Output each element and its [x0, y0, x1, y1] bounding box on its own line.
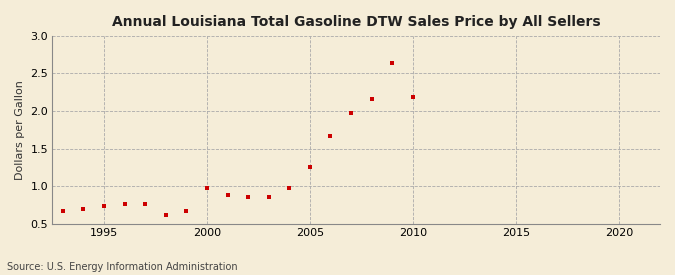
- Point: [57, 209, 68, 213]
- Point: [99, 204, 109, 208]
- Point: [346, 111, 356, 116]
- Point: [243, 194, 254, 199]
- Point: [367, 97, 377, 101]
- Point: [202, 186, 213, 191]
- Point: [140, 201, 151, 206]
- Title: Annual Louisiana Total Gasoline DTW Sales Price by All Sellers: Annual Louisiana Total Gasoline DTW Sale…: [112, 15, 601, 29]
- Point: [161, 213, 171, 217]
- Point: [78, 207, 89, 211]
- Y-axis label: Dollars per Gallon: Dollars per Gallon: [15, 80, 25, 180]
- Point: [222, 193, 233, 197]
- Text: Source: U.S. Energy Information Administration: Source: U.S. Energy Information Administ…: [7, 262, 238, 272]
- Point: [408, 95, 418, 99]
- Point: [284, 186, 295, 191]
- Point: [304, 165, 315, 170]
- Point: [387, 60, 398, 65]
- Point: [263, 194, 274, 199]
- Point: [119, 202, 130, 207]
- Point: [181, 209, 192, 213]
- Point: [325, 134, 336, 138]
